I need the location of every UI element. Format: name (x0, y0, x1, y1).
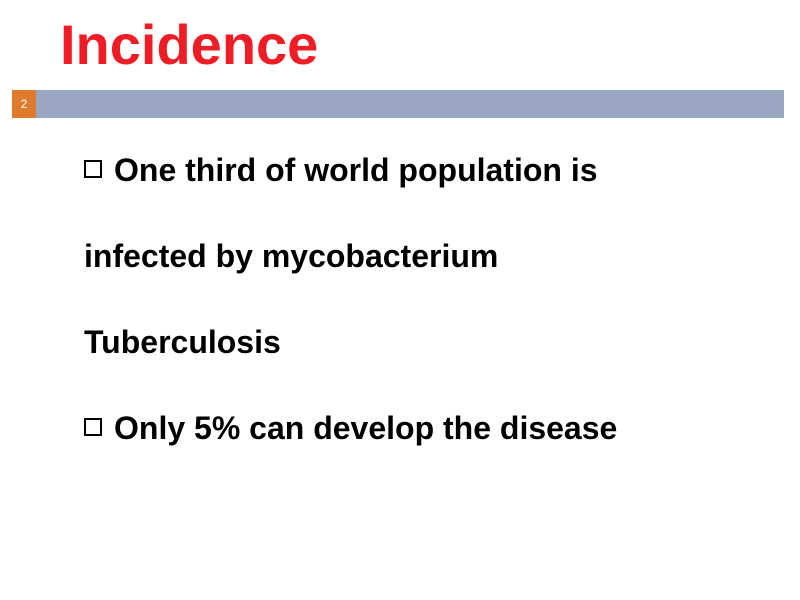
bullet-icon (84, 160, 102, 178)
slide: Incidence 2 One third of world populatio… (0, 0, 800, 600)
bullet-text-cont: Tuberculosis (84, 322, 744, 362)
bullet-icon (84, 418, 102, 436)
slide-title: Incidence (60, 14, 318, 76)
bullet-item: Only 5% can develop the disease (84, 408, 744, 448)
page-bar: 2 (12, 90, 784, 118)
slide-content: One third of world population is infecte… (84, 150, 744, 448)
bullet-text-cont: infected by mycobacterium (84, 236, 744, 276)
page-bar-fill (36, 90, 784, 118)
bullet-item: One third of world population is (84, 150, 744, 190)
bullet-text: Only 5% can develop the disease (114, 408, 617, 448)
bullet-text: One third of world population is (114, 150, 598, 190)
page-number-badge: 2 (12, 90, 36, 118)
